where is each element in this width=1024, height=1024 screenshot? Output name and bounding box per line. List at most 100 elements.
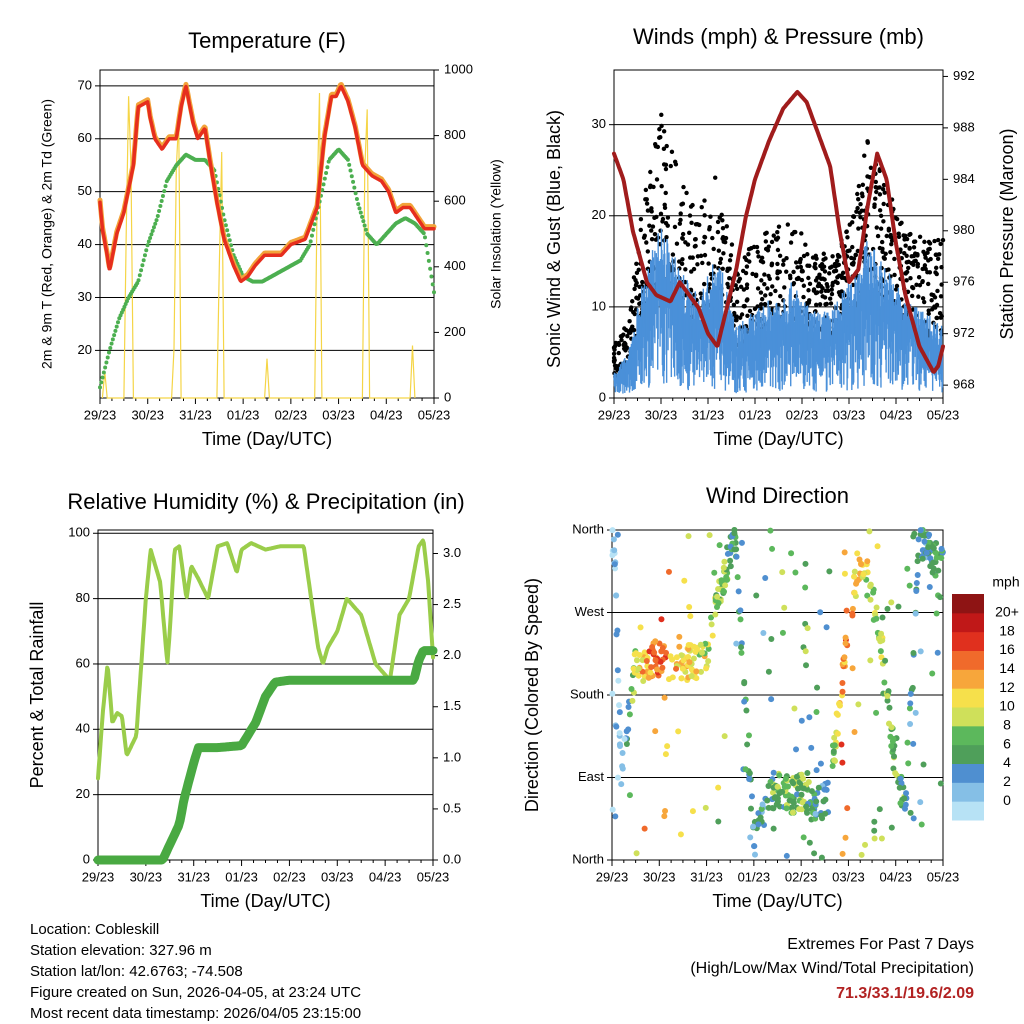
gust-point: [734, 299, 740, 305]
gust-point: [691, 266, 697, 272]
wind-direction-point: [842, 834, 849, 841]
gust-point: [664, 234, 669, 240]
wind-direction-point: [733, 640, 740, 647]
dewpoint-point: [311, 227, 316, 232]
pressure-line: [612, 90, 945, 374]
direction-title: Wind Direction: [706, 483, 849, 508]
gust-point: [933, 252, 939, 257]
gust-point: [912, 239, 918, 244]
wind-direction-point: [760, 629, 767, 636]
wind-direction-point: [884, 697, 891, 704]
wind-direction-point: [738, 644, 745, 651]
direction-x-tick-label: 31/23: [690, 869, 723, 884]
wind-direction-point: [876, 806, 883, 813]
direction-x-tick-label: 02/23: [785, 869, 818, 884]
dewpoint-point: [159, 199, 164, 204]
gust-point: [767, 276, 772, 282]
gust-point: [769, 261, 775, 266]
wind-direction-point: [921, 538, 928, 545]
wind-direction-point: [901, 805, 908, 812]
wind-direction-point: [867, 583, 874, 590]
wind-direction-point: [750, 823, 757, 830]
recent-data-text: Most recent data timestamp: 2026/04/05 2…: [30, 1005, 362, 1022]
wind-direction-point: [910, 740, 917, 747]
winds-y2-tick-label: 988: [953, 119, 975, 134]
temperature-x-tick-label: 05/23: [418, 407, 451, 422]
gust-point: [760, 260, 766, 265]
gust-point: [746, 252, 751, 257]
gust-point: [812, 261, 818, 267]
winds-title: Winds (mph) & Pressure (mb): [633, 24, 924, 49]
gust-point: [627, 318, 632, 324]
dewpoint-point: [155, 213, 160, 218]
colorbar-swatch: [952, 763, 984, 783]
wind-direction-point: [926, 531, 933, 538]
gust-point: [879, 239, 885, 245]
wind-direction-point: [615, 677, 622, 684]
gust-point: [710, 235, 715, 241]
gust-point: [680, 231, 686, 237]
humidity-y2-tick-label: 1.0: [443, 749, 461, 764]
gust-point: [933, 270, 938, 275]
wind-direction-point: [788, 550, 795, 557]
dewpoint-point: [162, 189, 167, 194]
gust-point: [901, 233, 906, 238]
gust-point: [765, 286, 770, 291]
humidity-panel: 29/23 30/23 31/23 01/23 02/23 03/23 04/23 05/23…: [27, 489, 465, 911]
dewpoint-point: [101, 370, 106, 375]
wind-direction-point: [933, 554, 940, 561]
humidity-x-tick-label: 01/23: [225, 869, 258, 884]
temperature-y2-tick-label: 400: [444, 258, 466, 273]
gust-point: [702, 281, 707, 287]
wind-direction-point: [658, 616, 665, 623]
gust-point: [630, 324, 635, 329]
gust-point: [909, 293, 915, 299]
winds-y2-tick-label: 984: [953, 171, 975, 186]
gust-point: [818, 284, 824, 289]
wind-direction-point: [849, 665, 856, 672]
wind-direction-point: [839, 759, 846, 766]
gust-point: [806, 288, 811, 293]
wind-direction-point: [765, 804, 772, 811]
dewpoint-point: [354, 197, 359, 202]
wind-direction-point: [812, 810, 819, 817]
gust-point: [661, 162, 667, 167]
gust-point: [720, 225, 726, 231]
gust-point: [663, 166, 669, 172]
humidity-y2-tick-label: 0.5: [443, 800, 461, 815]
temperature-x-tick-label: 02/23: [275, 407, 308, 422]
gust-point: [702, 235, 708, 240]
gust-point: [894, 216, 900, 222]
gust-point: [794, 276, 800, 282]
gust-point: [628, 307, 634, 312]
dewpoint-point: [309, 233, 314, 238]
wind-direction-point: [888, 824, 895, 831]
gust-point: [773, 288, 778, 294]
wind-direction-point: [886, 704, 893, 711]
gust-point: [935, 288, 940, 294]
gust-point: [692, 237, 698, 242]
dewpoint-point: [163, 184, 168, 189]
wind-direction-point: [663, 649, 670, 656]
wind-direction-point: [752, 851, 759, 858]
gust-point: [681, 184, 686, 190]
gust-point: [634, 295, 639, 300]
wind-direction-point: [679, 665, 686, 672]
gust-point: [736, 279, 741, 284]
dewpoint-point: [353, 191, 358, 196]
wind-direction-point: [612, 813, 619, 820]
temperature-title: Temperature (F): [188, 28, 346, 53]
colorbar-label: 20+: [995, 604, 1019, 620]
gust-point: [657, 127, 662, 132]
temperature-y2-tick-label: 200: [444, 324, 466, 339]
wind-direction-point: [619, 750, 626, 757]
wind-direction-point: [885, 688, 892, 695]
gust-point: [734, 286, 740, 291]
gust-point: [759, 278, 764, 283]
gust-point: [616, 350, 621, 356]
gust-point: [854, 209, 859, 214]
gust-point: [716, 248, 722, 253]
humidity-title: Relative Humidity (%) & Precipitation (i…: [67, 489, 464, 514]
gust-point: [858, 201, 863, 207]
wind-direction-point: [798, 717, 805, 724]
